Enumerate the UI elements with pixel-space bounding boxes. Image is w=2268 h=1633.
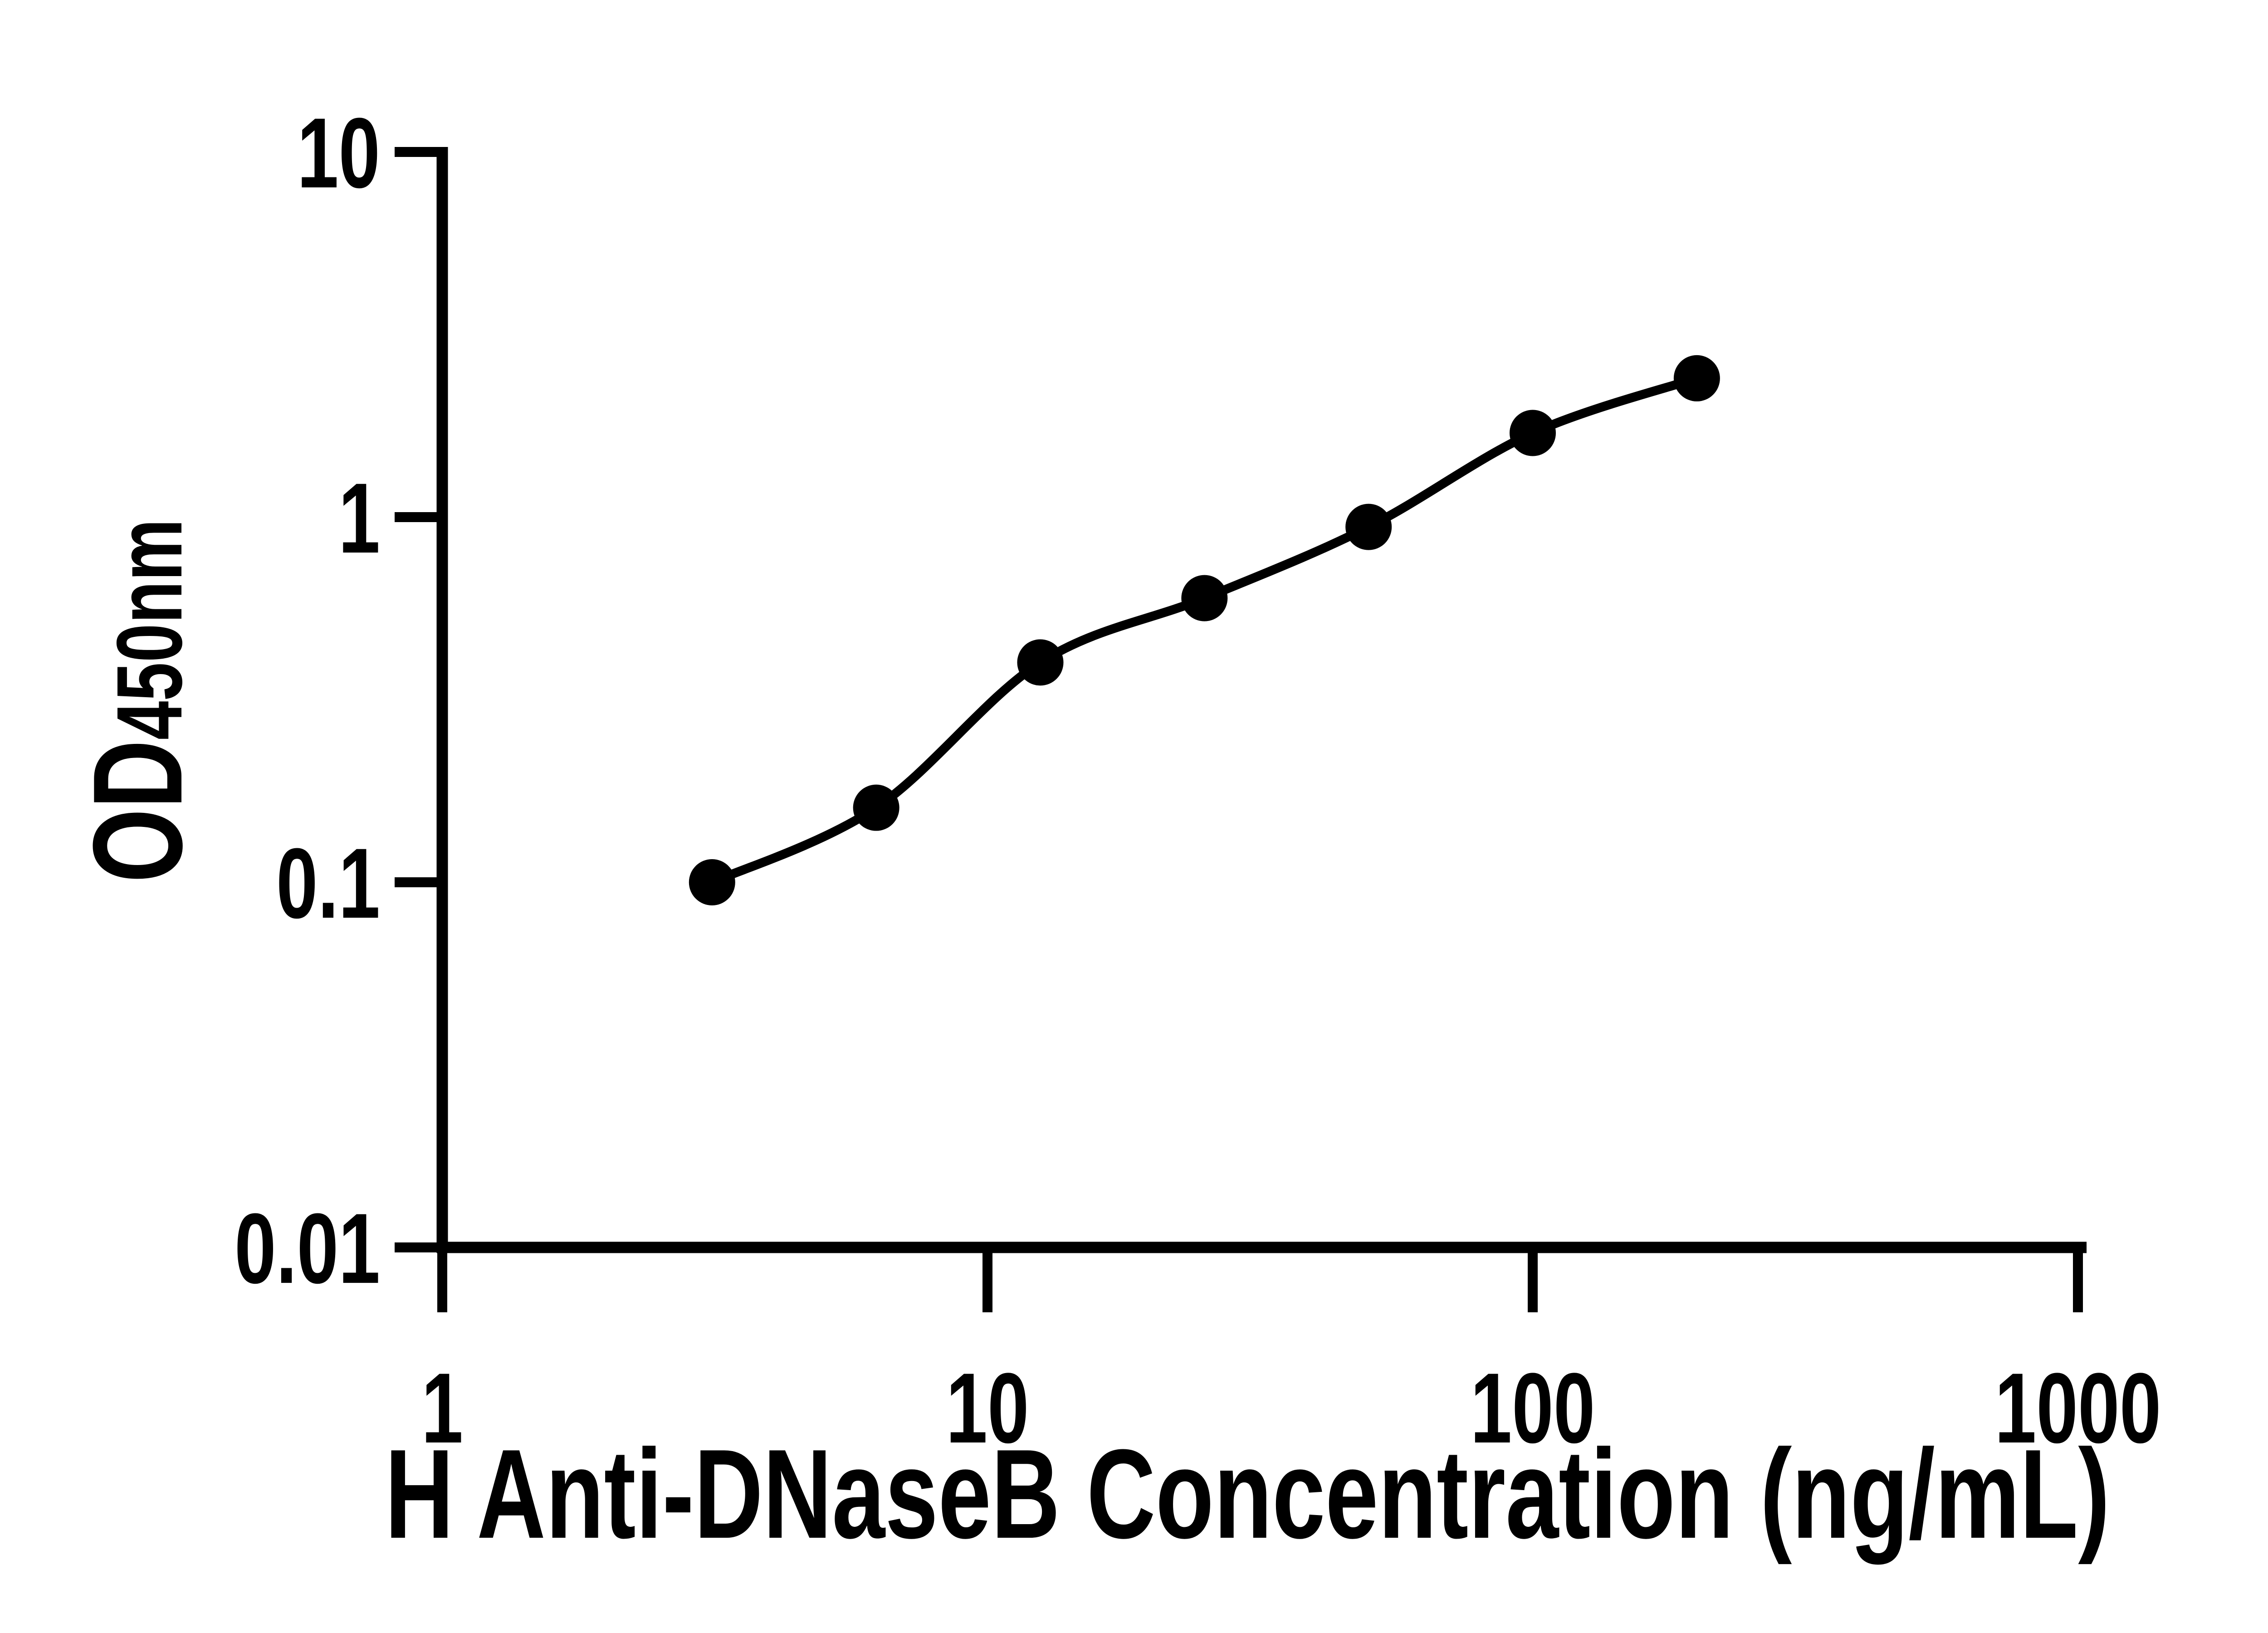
x-tick-label: 1000 (1995, 1352, 2161, 1464)
data-point-6.25ngml (853, 784, 899, 831)
y-tick-label: 1 (338, 462, 380, 574)
y-axis-title: OD450nm (67, 519, 209, 883)
data-point-200ngml (1673, 355, 1720, 401)
data-point-25ngml (1181, 575, 1228, 621)
data-point-100ngml (1510, 410, 1556, 456)
axis-titles: H Anti-DNaseB Concentration (ng/mL) OD450… (67, 519, 2110, 1565)
y-tick-label: 10 (297, 97, 380, 209)
x-axis-title: H Anti-DNaseB Concentration (ng/mL) (385, 1423, 2110, 1565)
y-axis-title-sub: 450nm (98, 519, 201, 740)
y-tick-label: 0.1 (276, 827, 380, 939)
axis-ticks (395, 147, 2083, 1312)
data-point-12.5ngml (1017, 639, 1064, 686)
x-tick-label: 1 (421, 1352, 463, 1464)
x-tick-label: 10 (946, 1352, 1029, 1464)
axes (436, 147, 2087, 1253)
data-series (689, 355, 1720, 905)
x-tick-label: 100 (1471, 1352, 1595, 1464)
data-point-50ngml (1345, 504, 1392, 550)
data-point-3.125ngml (689, 859, 735, 905)
y-tick-label: 0.01 (235, 1193, 380, 1304)
y-axis-title-main: OD (67, 740, 209, 883)
axis-tick-labels: 10 1 0.1 0.01 1 10 100 1000 (235, 97, 2161, 1464)
